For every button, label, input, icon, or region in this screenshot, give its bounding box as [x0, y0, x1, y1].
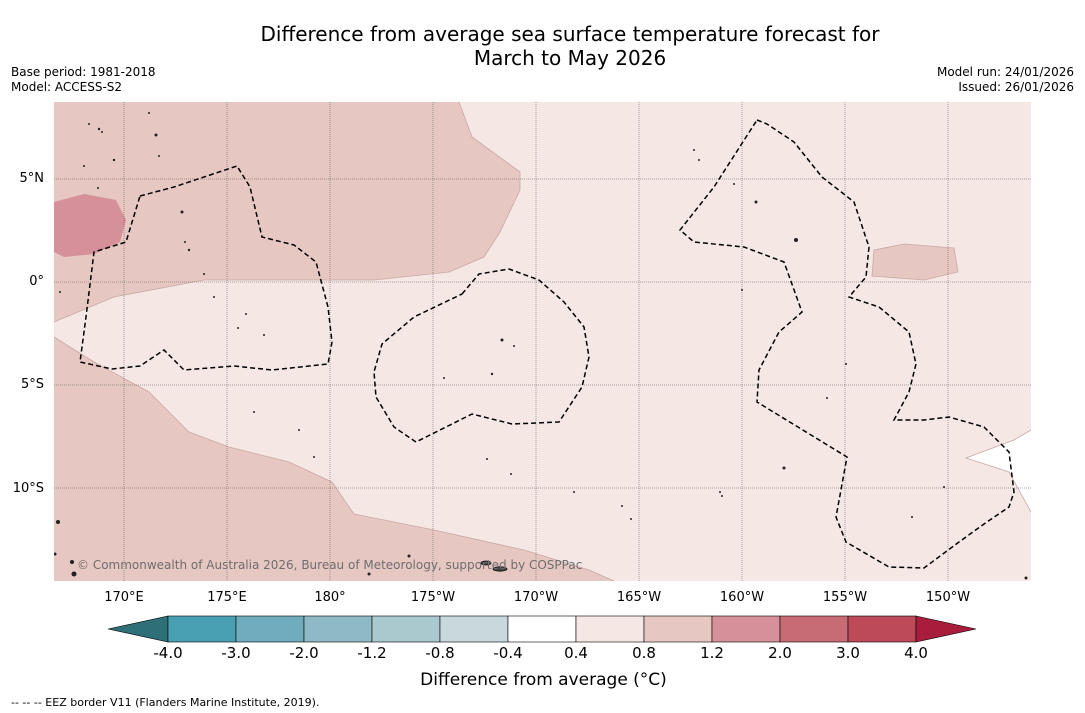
graticule [54, 102, 1031, 581]
lat-label-10s: 10°S [12, 481, 44, 496]
colorbar-tick: -0.8 [425, 644, 455, 662]
lat-label-0: 0° [29, 274, 44, 289]
colorbar-segment [235, 615, 305, 643]
lon-label-180: 180° [314, 590, 346, 605]
colorbar-extend-high [915, 615, 977, 643]
sst-anomaly-map [54, 102, 1031, 581]
lat-label-5s: 5°S [20, 377, 44, 392]
colorbar-segment [643, 615, 713, 643]
colorbar-tick: -1.2 [357, 644, 387, 662]
colorbar-tick: -3.0 [221, 644, 251, 662]
lon-label-170w: 170°W [513, 590, 559, 605]
lon-label-165w: 165°W [616, 590, 662, 605]
colorbar-segment [303, 615, 373, 643]
colorbar-tick: -2.0 [289, 644, 319, 662]
map-title-line-2: March to May 2026 [473, 46, 667, 70]
lon-label-175e: 175°E [207, 590, 247, 605]
island-dots [54, 112, 1028, 580]
colorbar [107, 615, 977, 643]
model-name: Model: ACCESS-S2 [11, 80, 123, 94]
lon-label-175w: 175°W [410, 590, 456, 605]
lon-label-170e: 170°E [104, 590, 144, 605]
colorbar-extend-low [107, 615, 169, 643]
colorbar-tick: 0.4 [564, 644, 588, 662]
colorbar-segment [371, 615, 441, 643]
lon-label-155w: 155°W [822, 590, 868, 605]
eez-borders [79, 119, 1015, 569]
colorbar-tick: 0.8 [632, 644, 656, 662]
anomaly-region-north-warm [54, 102, 520, 322]
anomaly-region-south-cut [54, 502, 229, 581]
eez-legend: -- -- -- EEZ border V11 (Flanders Marine… [11, 696, 320, 709]
base-period: Base period: 1981-2018 [11, 65, 156, 79]
colorbar-tick: 4.0 [904, 644, 928, 662]
colorbar-segment [507, 615, 577, 643]
samoa-islands [480, 560, 508, 572]
anomaly-region-east-warm [872, 244, 958, 280]
contour-lines [54, 102, 1031, 581]
model-run-date: Model run: 24/01/2026 [936, 65, 1074, 79]
colorbar-tick: -0.4 [493, 644, 523, 662]
colorbar-tick: 2.0 [768, 644, 792, 662]
issued-date: Issued: 26/01/2026 [958, 80, 1074, 94]
anomaly-region-neutral [966, 430, 1031, 512]
lon-label-160w: 160°W [719, 590, 765, 605]
colorbar-segment [711, 615, 781, 643]
lon-label-150w: 150°W [925, 590, 971, 605]
lat-label-5n: 5°N [19, 171, 45, 186]
map-title-line-1: Difference from average sea surface temp… [260, 22, 880, 46]
colorbar-title: Difference from average (°C) [420, 670, 667, 690]
colorbar-segment [779, 615, 849, 643]
colorbar-segment [167, 615, 237, 643]
colorbar-segment [575, 615, 645, 643]
colorbar-tick: 1.2 [700, 644, 724, 662]
copyright-notice: © Commonwealth of Australia 2026, Bureau… [77, 558, 583, 572]
colorbar-segment [847, 615, 917, 643]
anomaly-region-west-hot [54, 194, 126, 257]
colorbar-tick: 3.0 [836, 644, 860, 662]
colorbar-tick: -4.0 [153, 644, 183, 662]
colorbar-segment [439, 615, 509, 643]
